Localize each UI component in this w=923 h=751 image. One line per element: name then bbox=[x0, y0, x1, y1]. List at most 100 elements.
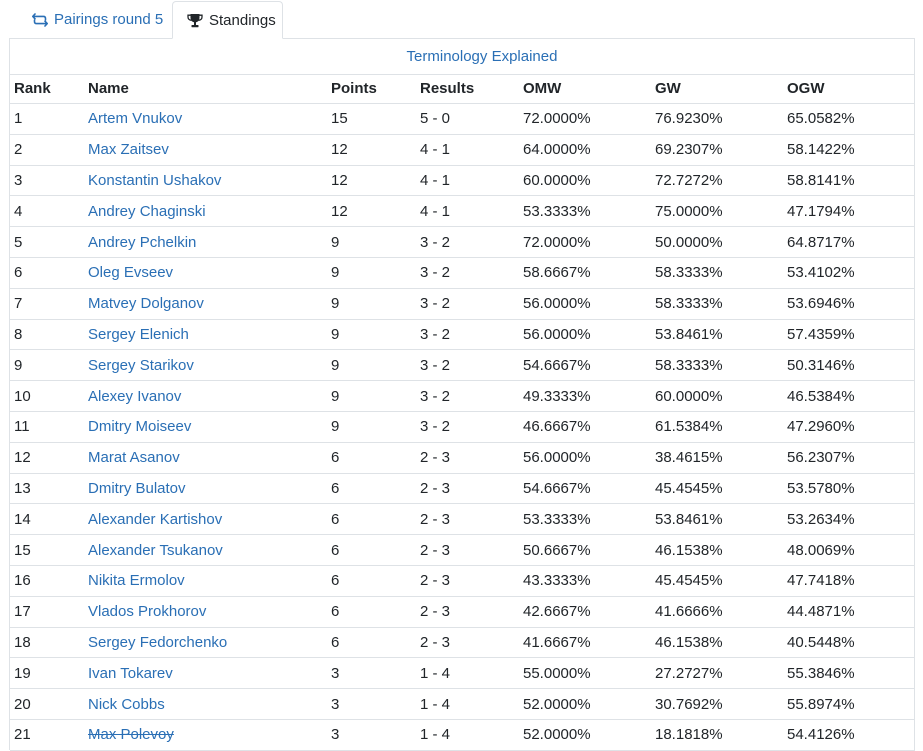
table-row: 9 Sergey Starikov 9 3 - 2 54.6667% 58.3333% 50… bbox=[10, 349, 915, 382]
tab-pairings-label: Pairings round 5 bbox=[54, 11, 164, 28]
column-header-rank: Rank bbox=[10, 74, 84, 104]
cell-rank: 7 bbox=[10, 288, 84, 320]
cell-results: 3 - 2 bbox=[416, 319, 519, 351]
cell-results: 4 - 1 bbox=[416, 165, 519, 197]
table-row: 16 Nikita Ermolov 6 2 - 3 43.3333% 45.4545% 47… bbox=[10, 565, 915, 597]
cell-points: 6 bbox=[327, 503, 416, 536]
table-row: 6 Oleg Evseev 9 3 - 2 58.6667% 58.3333% 53.410… bbox=[10, 257, 915, 289]
player-name-link[interactable]: Dmitry Moiseev bbox=[88, 418, 192, 436]
player-name-link[interactable]: Max Polevoy bbox=[88, 726, 174, 744]
table-row: 12 Marat Asanov 6 2 - 3 56.0000% 38.4615% 56.2… bbox=[10, 442, 915, 474]
standings-table: Rank Name Points Results OMW GW OGW 1 Art… bbox=[10, 74, 915, 751]
cell-results: 2 - 3 bbox=[416, 627, 519, 659]
cell-points: 9 bbox=[327, 411, 416, 443]
tab-standings-label: Standings bbox=[209, 11, 276, 29]
cell-points: 6 bbox=[327, 565, 416, 597]
table-row: 4 Andrey Chaginski 12 4 - 1 53.3333% 75.0000%… bbox=[10, 195, 915, 228]
table-row: 3 Konstantin Ushakov 12 4 - 1 60.0000% 72.727… bbox=[10, 165, 915, 197]
cell-results: 2 - 3 bbox=[416, 473, 519, 505]
cell-name: Konstantin Ushakov bbox=[84, 165, 327, 197]
player-name-link[interactable]: Matvey Dolganov bbox=[88, 295, 204, 313]
cell-name: Oleg Evseev bbox=[84, 257, 327, 289]
cell-rank: 6 bbox=[10, 257, 84, 289]
cell-gw: 58.3333% bbox=[651, 288, 783, 320]
cell-omw: 72.0000% bbox=[519, 103, 651, 135]
cell-omw: 64.0000% bbox=[519, 134, 651, 166]
cell-omw: 42.6667% bbox=[519, 596, 651, 628]
cell-omw: 55.0000% bbox=[519, 657, 651, 690]
cell-omw: 53.3333% bbox=[519, 503, 651, 536]
column-header-omw: OMW bbox=[519, 74, 651, 104]
cell-ogw: 53.4102% bbox=[783, 257, 915, 289]
player-name-link[interactable]: Sergey Fedorchenko bbox=[88, 633, 228, 651]
tab-pairings[interactable]: Pairings round 5 bbox=[32, 1, 163, 38]
cell-points: 6 bbox=[327, 473, 416, 505]
cell-gw: 46.1538% bbox=[651, 627, 783, 659]
cell-rank: 3 bbox=[10, 165, 84, 197]
cell-results: 2 - 3 bbox=[416, 596, 519, 628]
cell-ogw: 47.7418% bbox=[783, 565, 915, 597]
cell-omw: 46.6667% bbox=[519, 411, 651, 443]
cell-points: 9 bbox=[327, 349, 416, 382]
cell-name: Alexander Kartishov bbox=[84, 503, 327, 536]
cell-gw: 61.5384% bbox=[651, 411, 783, 443]
cell-rank: 14 bbox=[10, 503, 84, 536]
tab-standings[interactable]: Standings bbox=[172, 1, 283, 39]
table-row: 13 Dmitry Bulatov 6 2 - 3 54.6667% 45.4545% 53… bbox=[10, 473, 915, 505]
player-name-link[interactable]: Max Zaitsev bbox=[88, 141, 169, 159]
cell-results: 3 - 2 bbox=[416, 380, 519, 412]
cell-name: Dmitry Moiseev bbox=[84, 411, 327, 443]
cell-rank: 16 bbox=[10, 565, 84, 597]
player-name-link[interactable]: Andrey Pchelkin bbox=[88, 233, 197, 251]
player-name-link[interactable]: Andrey Chaginski bbox=[88, 202, 206, 220]
player-name-link[interactable]: Vlados Prokhorov bbox=[88, 603, 207, 621]
player-name-link[interactable]: Alexander Kartishov bbox=[88, 510, 223, 528]
cell-omw: 54.6667% bbox=[519, 473, 651, 505]
player-name-link[interactable]: Marat Asanov bbox=[88, 449, 180, 467]
cell-results: 2 - 3 bbox=[416, 442, 519, 474]
table-row: 18 Sergey Fedorchenko 6 2 - 3 41.6667% 46.153… bbox=[10, 627, 915, 659]
cell-results: 2 - 3 bbox=[416, 503, 519, 536]
cell-results: 1 - 4 bbox=[416, 657, 519, 690]
player-name-link[interactable]: Artem Vnukov bbox=[88, 110, 183, 128]
cell-points: 6 bbox=[327, 596, 416, 628]
player-name-link[interactable]: Alexey Ivanov bbox=[88, 387, 182, 405]
cell-rank: 12 bbox=[10, 442, 84, 474]
cell-gw: 41.6666% bbox=[651, 596, 783, 628]
player-name-link[interactable]: Ivan Tokarev bbox=[88, 664, 173, 682]
player-name-link[interactable]: Sergey Starikov bbox=[88, 356, 194, 374]
cell-gw: 76.9230% bbox=[651, 103, 783, 135]
cell-points: 9 bbox=[327, 226, 416, 258]
cell-rank: 18 bbox=[10, 627, 84, 659]
cell-omw: 52.0000% bbox=[519, 719, 651, 751]
player-name-link[interactable]: Konstantin Ushakov bbox=[88, 171, 222, 189]
player-name-link[interactable]: Oleg Evseev bbox=[88, 264, 174, 282]
cell-omw: 43.3333% bbox=[519, 565, 651, 597]
cell-points: 6 bbox=[327, 442, 416, 474]
player-name-link[interactable]: Alexander Tsukanov bbox=[88, 541, 223, 559]
player-name-link[interactable]: Nikita Ermolov bbox=[88, 572, 185, 590]
player-name-link[interactable]: Nick Cobbs bbox=[88, 695, 165, 713]
cell-name: Max Polevoy bbox=[84, 719, 327, 751]
cell-gw: 30.7692% bbox=[651, 688, 783, 720]
cell-gw: 72.7272% bbox=[651, 165, 783, 197]
table-row: 19 Ivan Tokarev 3 1 - 4 55.0000% 27.2727% 55.3… bbox=[10, 657, 915, 690]
cell-omw: 52.0000% bbox=[519, 688, 651, 720]
cell-rank: 8 bbox=[10, 319, 84, 351]
cell-ogw: 50.3146% bbox=[783, 349, 915, 382]
cell-gw: 45.4545% bbox=[651, 473, 783, 505]
cell-points: 12 bbox=[327, 165, 416, 197]
cell-rank: 9 bbox=[10, 349, 84, 382]
repeat-icon bbox=[32, 12, 48, 27]
table-row: 7 Matvey Dolganov 9 3 - 2 56.0000% 58.3333% 53… bbox=[10, 288, 915, 320]
player-name-link[interactable]: Sergey Elenich bbox=[88, 325, 189, 343]
player-name-link[interactable]: Dmitry Bulatov bbox=[88, 479, 186, 497]
cell-ogw: 58.1422% bbox=[783, 134, 915, 166]
cell-omw: 58.6667% bbox=[519, 257, 651, 289]
table-row: 8 Sergey Elenich 9 3 - 2 56.0000% 53.8461% 57.… bbox=[10, 319, 915, 351]
column-header-ogw: OGW bbox=[783, 74, 915, 104]
cell-results: 3 - 2 bbox=[416, 349, 519, 382]
cell-rank: 10 bbox=[10, 380, 84, 412]
terminology-link[interactable]: Terminology Explained bbox=[406, 47, 558, 65]
terminology-row: Terminology Explained bbox=[10, 38, 914, 75]
